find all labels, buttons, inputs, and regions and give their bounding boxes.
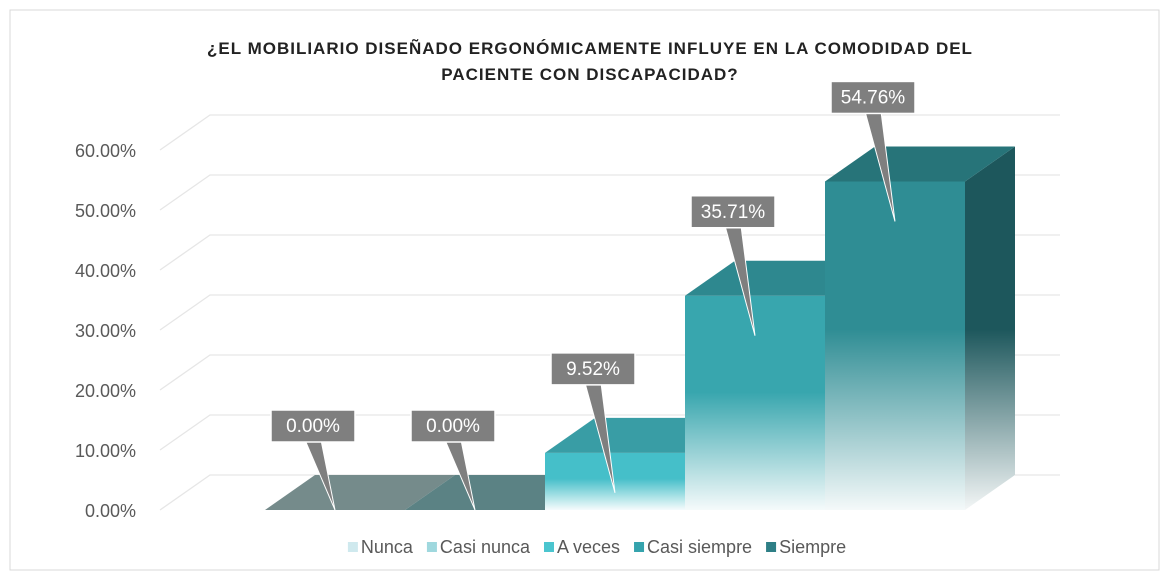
y-tick-label: 50.00% (75, 201, 136, 221)
bar (265, 475, 455, 510)
legend-label: Siempre (779, 537, 846, 557)
y-tick-label: 20.00% (75, 381, 136, 401)
grid-line (159, 234, 1060, 271)
callout-box (270, 409, 356, 443)
legend-label: Casi nunca (440, 537, 531, 557)
legend-label: Casi siempre (647, 537, 752, 557)
y-tick-label: 60.00% (75, 141, 136, 161)
data-label: 0.00% (426, 416, 480, 437)
legend-swatch (426, 542, 437, 552)
callout-box (690, 194, 776, 229)
callout-box (410, 409, 496, 443)
legend-label: Nunca (361, 537, 414, 557)
callout-box (830, 80, 916, 115)
callout-box (550, 352, 636, 386)
grid-line (159, 174, 1060, 211)
data-label: 54.76% (841, 87, 906, 108)
y-tick-label: 30.00% (75, 321, 136, 341)
grid-line (159, 114, 1060, 151)
bar-top (265, 475, 455, 510)
chart-title: ¿EL MOBILIARIO DISEÑADO ERGONÓMICAMENTE … (207, 39, 973, 84)
legend-swatch (634, 542, 645, 552)
bar-fade (825, 181, 1015, 510)
legend-swatch (347, 542, 358, 552)
legend-swatch (766, 542, 777, 552)
y-tick-label: 10.00% (75, 441, 136, 461)
bar-top (825, 146, 1015, 182)
bar (825, 146, 1015, 510)
legend-label: A veces (557, 537, 620, 557)
legend: Nunca Casi nunca A veces Casi siempre Siempr… (347, 537, 846, 557)
data-label: 35.71% (701, 202, 766, 223)
data-label: 9.52% (566, 359, 620, 380)
legend-swatch (543, 542, 554, 552)
bar (545, 417, 735, 510)
y-tick-label: 0.00% (85, 501, 136, 521)
data-label: 0.00% (286, 416, 340, 437)
y-tick-label: 40.00% (75, 261, 136, 281)
